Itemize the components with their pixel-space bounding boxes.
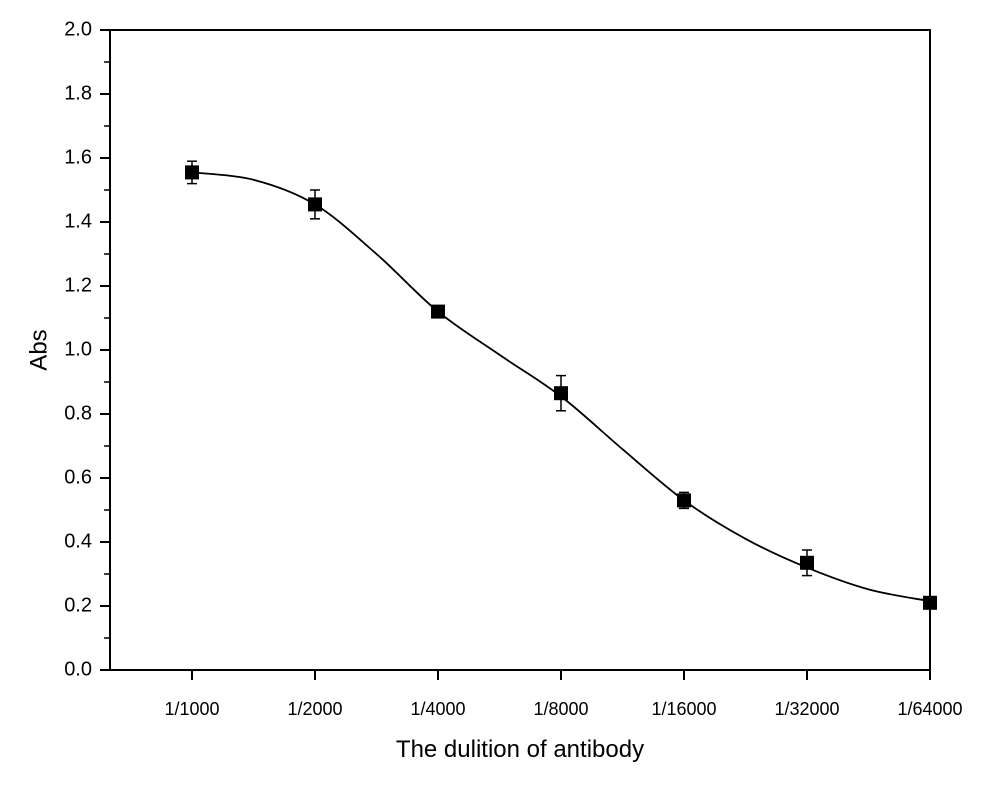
data-marker <box>800 556 814 570</box>
y-tick-label: 0.0 <box>64 658 92 680</box>
y-tick-label: 0.4 <box>64 530 92 552</box>
y-tick-label: 2.0 <box>64 18 92 40</box>
x-tick-label: 1/2000 <box>287 699 342 719</box>
y-axis-label: Abs <box>25 329 52 370</box>
chart-svg: 0.0 0.2 0.4 0.6 0.8 1.0 1.2 1.4 1.6 1.8 2.0 Abs 1/10… <box>0 0 1000 794</box>
x-tick-label: 1/32000 <box>774 699 839 719</box>
x-tick-label: 1/4000 <box>410 699 465 719</box>
y-tick-label: 0.8 <box>64 402 92 424</box>
x-tick-label: 1/64000 <box>897 699 962 719</box>
x-axis-label: The dulition of antibody <box>396 736 644 763</box>
y-tick-label: 1.2 <box>64 274 92 296</box>
data-marker <box>308 197 322 211</box>
y-tick-label: 0.2 <box>64 594 92 616</box>
x-tick-label: 1/1000 <box>164 699 219 719</box>
x-tick-label: 1/8000 <box>533 699 588 719</box>
data-marker <box>923 596 937 610</box>
x-tick-label: 1/16000 <box>651 699 716 719</box>
y-tick-label: 1.0 <box>64 338 92 360</box>
data-marker <box>677 493 691 507</box>
antibody-dilution-chart: 0.0 0.2 0.4 0.6 0.8 1.0 1.2 1.4 1.6 1.8 2.0 Abs 1/10… <box>0 0 1000 794</box>
y-tick-label: 0.6 <box>64 466 92 488</box>
data-marker <box>431 305 445 319</box>
y-tick-label: 1.6 <box>64 146 92 168</box>
y-tick-label: 1.4 <box>64 210 92 232</box>
y-tick-label: 1.8 <box>64 82 92 104</box>
data-marker <box>185 165 199 179</box>
data-marker <box>554 386 568 400</box>
